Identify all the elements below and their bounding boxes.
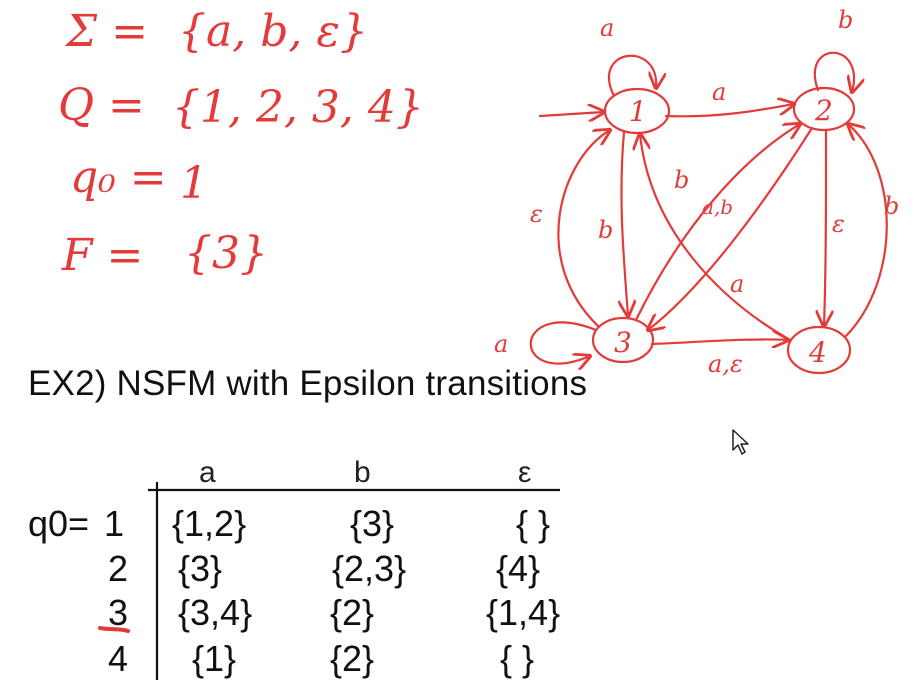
row-3-b: {2} (330, 592, 375, 633)
label-self-2: b (838, 6, 853, 34)
start-value: 1 (180, 158, 208, 209)
row-2-a: {3} (178, 548, 223, 589)
row-1-epsilon: { } (516, 503, 551, 544)
table-header-b: b (354, 456, 371, 489)
edge-3-2 (634, 124, 800, 322)
states-lhs: Q = (58, 80, 145, 131)
self-loop-1 (607, 54, 656, 98)
table-header-a: a (199, 456, 216, 489)
start-lhs: q₀ = (70, 152, 167, 203)
final-lhs: F = (62, 230, 144, 281)
page-title: EX2) NSFM with Epsilon transitions (28, 364, 588, 403)
row-3-epsilon: {1,4} (486, 592, 561, 633)
label-self-3: a (494, 330, 508, 358)
label-3-4: a,ε (708, 350, 743, 378)
self-loop-2 (813, 51, 854, 92)
row-4-epsilon: { } (500, 638, 535, 679)
state-3-label: 3 (614, 326, 632, 359)
edge-3-4 (650, 339, 788, 344)
label-self-1: a (600, 14, 614, 42)
row-2-state: 2 (108, 548, 129, 589)
label-3-1: ε (530, 200, 543, 228)
start-arrow (538, 112, 604, 116)
label-2-3: b (674, 166, 689, 194)
sigma-lhs: Σ = (66, 6, 148, 57)
edge-2-3 (648, 126, 814, 330)
label-4-2: b (884, 192, 899, 220)
state-4-label: 4 (808, 336, 827, 369)
table-header-epsilon: ε (518, 456, 532, 489)
row-4-b: {2} (330, 638, 375, 679)
edge-1-3 (621, 130, 628, 316)
row-4-state: 4 (108, 638, 129, 679)
states-set: {1, 2, 3, 4} (172, 82, 424, 133)
edge-4-2 (846, 124, 888, 338)
row-1-a: {1,2} (172, 503, 247, 544)
row-3-a: {3,4} (178, 592, 253, 633)
row-3-underline (98, 626, 130, 633)
label-2-4: ε (832, 210, 845, 238)
label-4-1: a (730, 270, 744, 298)
row-4-a: {1} (192, 638, 237, 679)
row-1-state: 1 (104, 503, 125, 544)
label-3-2: a,b (702, 195, 733, 219)
sigma-set: {a, b, ε} (178, 6, 368, 57)
label-1-3: b (598, 216, 613, 244)
label-1-2: a (712, 78, 726, 106)
self-loop-3 (529, 321, 598, 363)
start-state-prefix: q0= (28, 503, 90, 544)
state-1-label: 1 (629, 95, 647, 128)
mouse-pointer-icon (732, 429, 749, 455)
row-3-state: 3 (108, 592, 129, 633)
row-2-b: {2,3} (332, 548, 407, 589)
edge-1-2 (664, 104, 794, 118)
state-2-label: 2 (814, 94, 833, 127)
edge-3-1 (557, 130, 610, 328)
row-1-b: {3} (350, 503, 395, 544)
row-2-epsilon: {4} (496, 548, 541, 589)
edge-4-1 (640, 134, 792, 342)
final-set: {3} (184, 228, 268, 279)
edge-2-4 (824, 128, 826, 326)
